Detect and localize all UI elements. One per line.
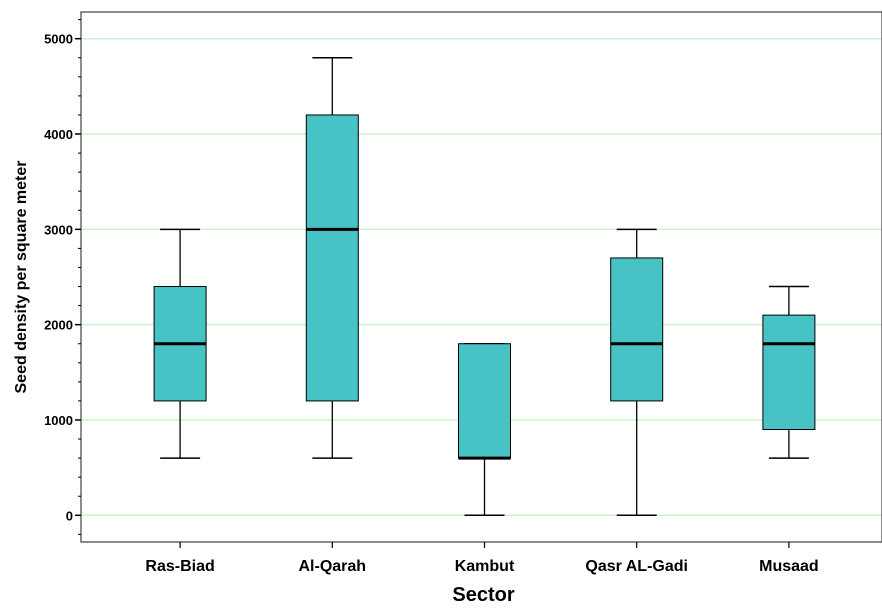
- y-tick-label-0: 0: [66, 508, 73, 523]
- y-tick-label-4000: 4000: [44, 127, 73, 142]
- iqr-box: [458, 343, 511, 459]
- x-axis-title: Sector: [452, 584, 514, 606]
- plot-frame: [80, 11, 882, 543]
- x-tick-label: Kambut: [455, 558, 515, 575]
- x-tick-label: Qasr AL-Gadi: [585, 558, 688, 575]
- x-tick-label: Ras-Biad: [145, 558, 214, 575]
- box-qasr-al-gadi: [610, 228, 664, 517]
- y-tick-label-5000: 5000: [44, 32, 73, 47]
- gridlines: [81, 37, 882, 517]
- y-tick-label-3000: 3000: [44, 222, 73, 237]
- box-ras-biad: [153, 228, 207, 459]
- y-tick-label-2000: 2000: [44, 318, 73, 333]
- iqr-box: [610, 257, 664, 402]
- iqr-box: [762, 314, 816, 431]
- y-tick-label-1000: 1000: [44, 413, 73, 428]
- y-axis-title: Seed density per square meter: [13, 161, 30, 394]
- x-tick-label: Al-Qarah: [299, 558, 367, 575]
- iqr-box: [305, 114, 359, 402]
- box-musaad: [762, 285, 816, 459]
- x-tick-label: Musaad: [759, 558, 819, 575]
- y-axis: 0 1000 2000 3000 4000 5000: [44, 19, 81, 535]
- x-axis: Ras-Biad Al-Qarah Kambut Qasr AL-Gadi Musaad: [145, 542, 819, 575]
- boxes: [153, 57, 816, 517]
- box-al-qarah: [305, 57, 359, 459]
- box-kambut: [458, 342, 511, 517]
